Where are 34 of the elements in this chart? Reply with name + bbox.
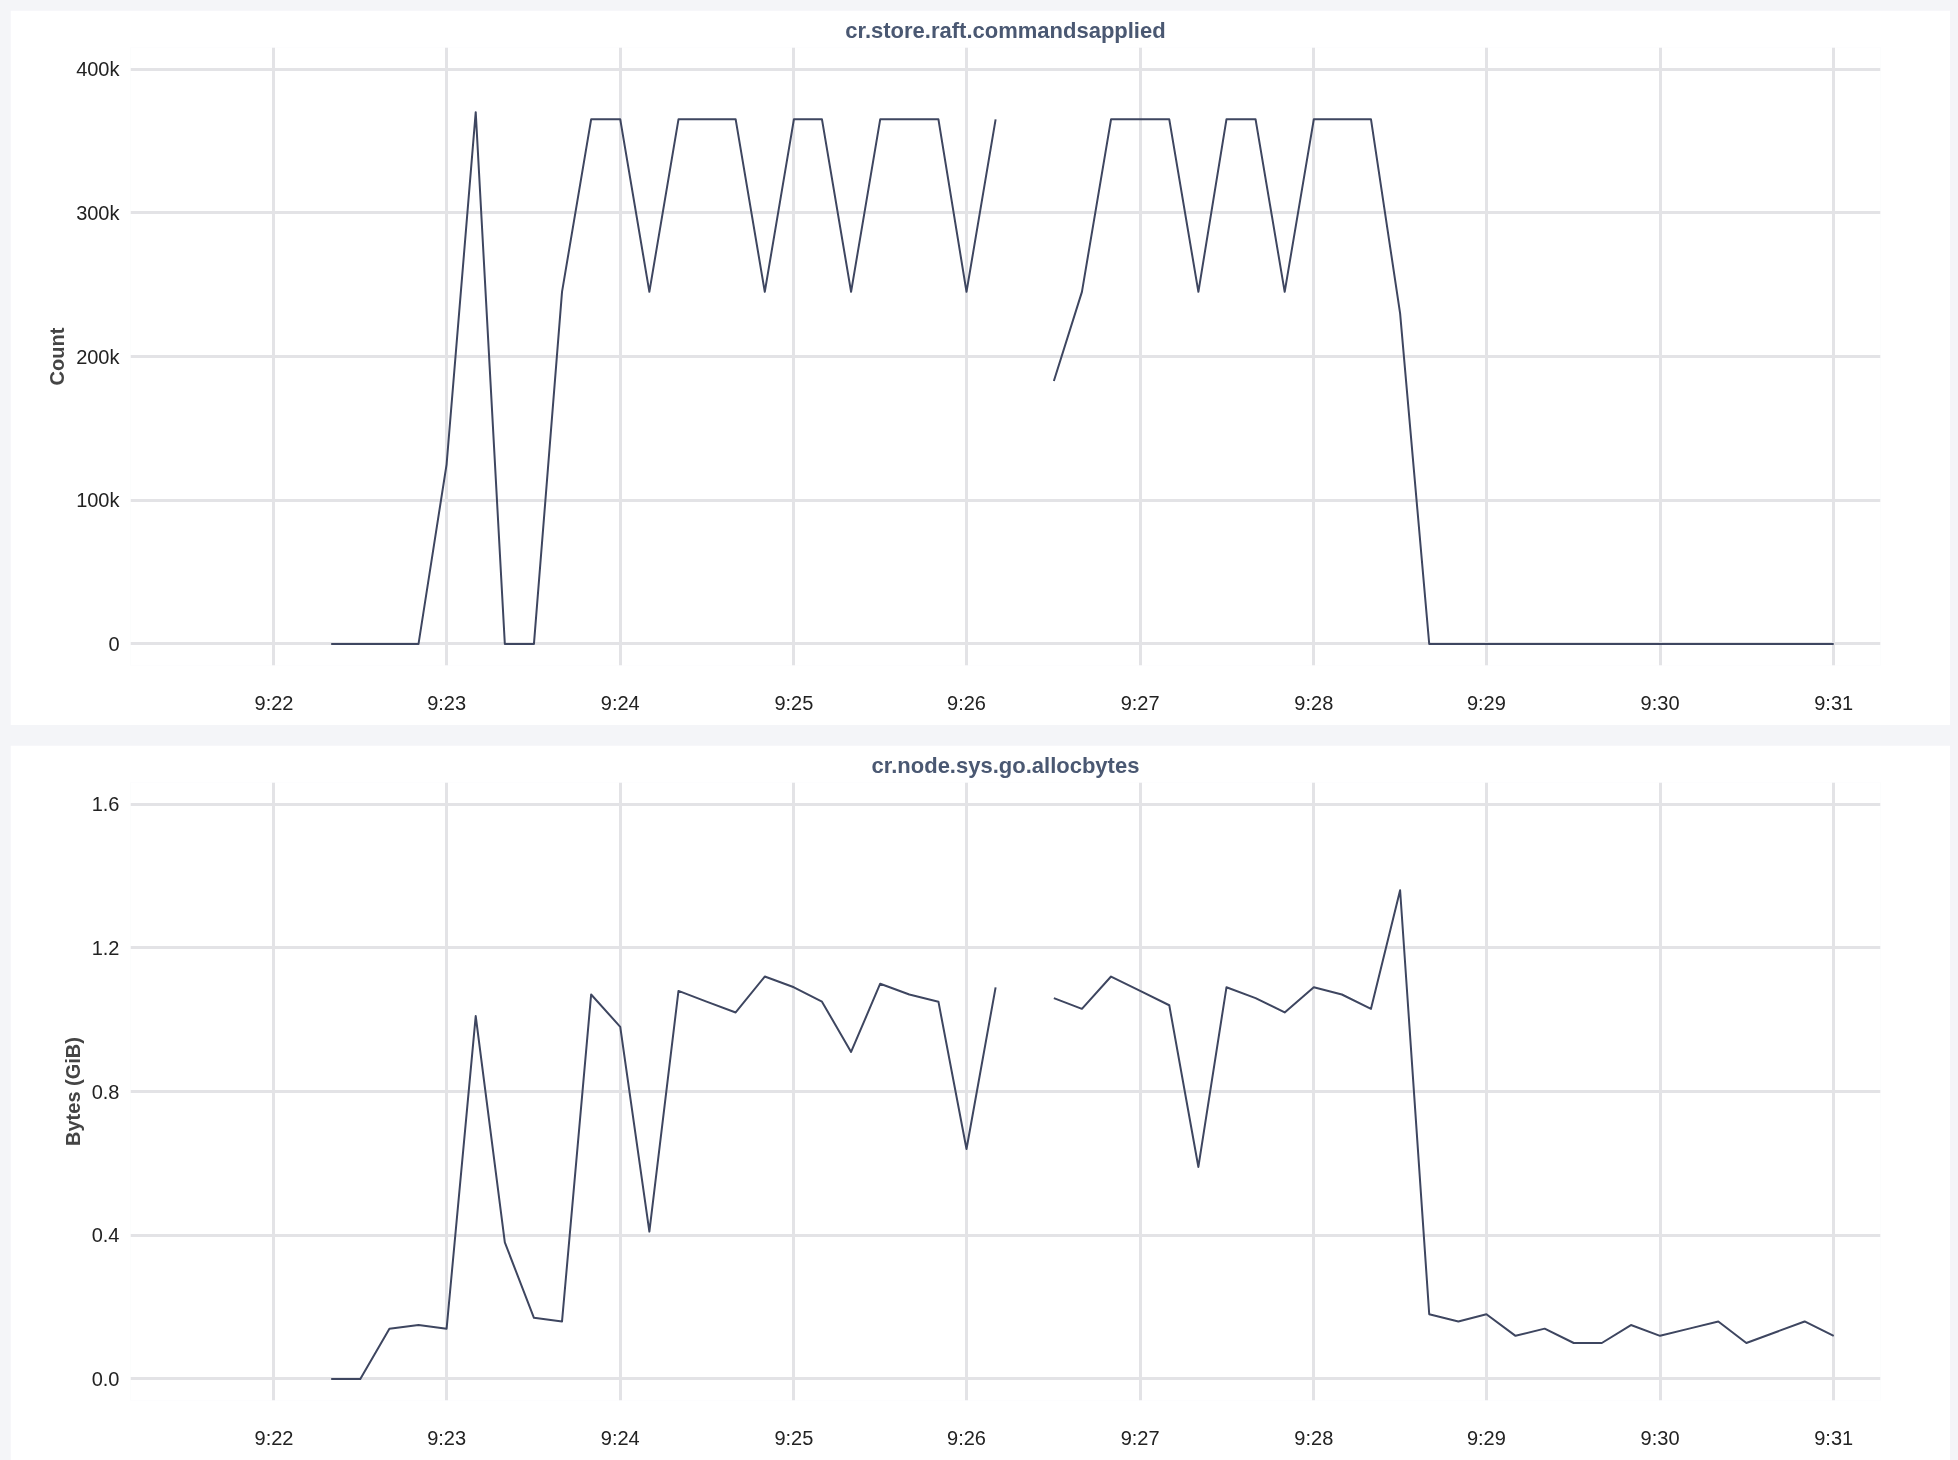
y-tick-label: 0.0 — [91, 1367, 120, 1390]
y-tick-label: 100k — [76, 489, 121, 512]
x-tick-label: 9:31 — [1814, 1426, 1854, 1449]
x-tick-label: 9:30 — [1640, 691, 1680, 714]
y-tick-label: 1.6 — [91, 793, 120, 816]
x-tick-label: 9:31 — [1814, 691, 1854, 714]
y-tick-label: 0.8 — [91, 1080, 120, 1103]
y-tick-label: 200k — [76, 345, 121, 368]
y-axis-title: Count — [46, 327, 69, 386]
x-tick-label: 9:29 — [1466, 1426, 1506, 1449]
y-tick-label: 0 — [108, 632, 120, 655]
x-tick-label: 9:25 — [774, 691, 814, 714]
y-tick-label: 0.4 — [91, 1224, 120, 1247]
y-tick-label: 300k — [76, 201, 121, 224]
x-tick-label: 9:22 — [254, 1426, 294, 1449]
chart-title: cr.node.sys.go.allocbytes — [871, 752, 1140, 778]
x-tick-label: 9:26 — [947, 1426, 986, 1449]
x-tick-label: 9:24 — [600, 691, 640, 714]
x-tick-label: 9:30 — [1640, 1426, 1680, 1449]
x-tick-label: 9:28 — [1294, 1426, 1334, 1449]
x-tick-label: 9:24 — [600, 1426, 640, 1449]
y-tick-label: 1.2 — [91, 936, 120, 959]
x-tick-label: 9:22 — [254, 691, 294, 714]
x-tick-label: 9:23 — [427, 1426, 467, 1449]
y-tick-label: 400k — [76, 58, 121, 81]
x-tick-label: 9:26 — [947, 691, 986, 714]
x-tick-label: 9:23 — [427, 691, 467, 714]
y-axis-title: Bytes (GiB) — [61, 1037, 84, 1146]
x-tick-label: 9:25 — [774, 1426, 814, 1449]
x-tick-label: 9:28 — [1294, 691, 1334, 714]
chart-title: cr.store.raft.commandsapplied — [845, 17, 1166, 43]
x-tick-label: 9:27 — [1120, 1426, 1160, 1449]
x-tick-label: 9:27 — [1120, 691, 1160, 714]
x-tick-label: 9:29 — [1466, 691, 1506, 714]
